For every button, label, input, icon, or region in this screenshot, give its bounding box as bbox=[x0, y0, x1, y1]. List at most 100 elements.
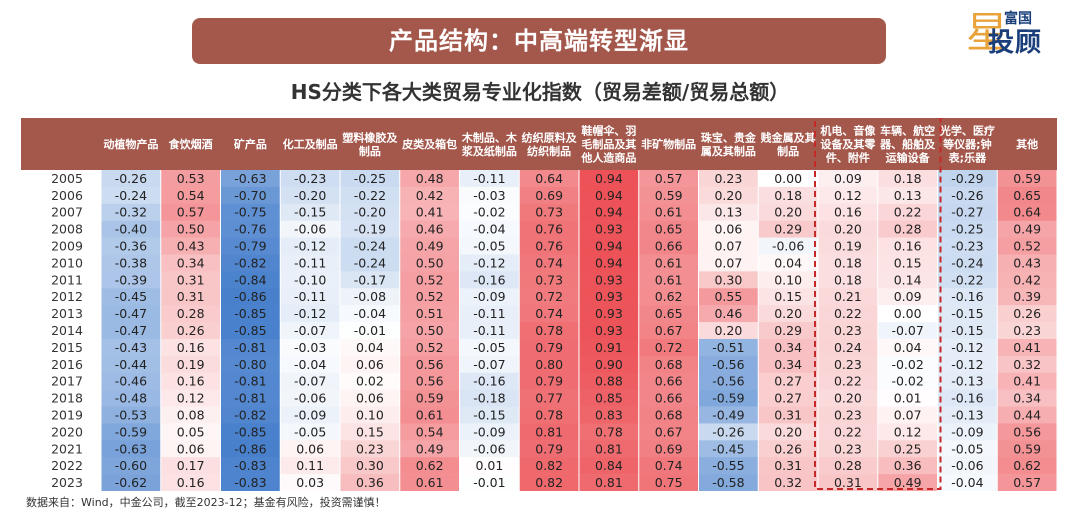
cell-value: 0.50 bbox=[416, 255, 444, 270]
cell-value: -0.16 bbox=[951, 391, 983, 406]
cell-value: 0.75 bbox=[655, 475, 683, 490]
cell-value: 0.81 bbox=[595, 441, 623, 456]
cell-value: 0.65 bbox=[655, 306, 683, 321]
cell-fill bbox=[460, 372, 519, 390]
cell-fill bbox=[997, 305, 1057, 323]
year-label: 2007 bbox=[51, 205, 83, 220]
column-header: 车辆、航空器、船舶及运输设备 bbox=[879, 124, 936, 165]
cell-value: -0.04 bbox=[294, 357, 326, 372]
cell-value: 0.41 bbox=[1013, 340, 1041, 355]
cell-value: 0.67 bbox=[655, 424, 683, 439]
cell-fill bbox=[878, 406, 937, 424]
cell-value: 0.23 bbox=[714, 171, 742, 186]
cell-value: -0.45 bbox=[712, 441, 744, 456]
cell-fill bbox=[400, 203, 459, 221]
year-label: 2018 bbox=[51, 391, 83, 406]
cell-fill bbox=[639, 203, 698, 221]
cell-value: 0.61 bbox=[655, 272, 683, 287]
cell-fill bbox=[519, 220, 579, 238]
year-label: 2015 bbox=[51, 340, 83, 355]
cell-fill bbox=[221, 254, 280, 272]
cell-fill bbox=[101, 170, 161, 188]
cell-fill bbox=[460, 338, 519, 357]
cell-value: 0.22 bbox=[894, 205, 922, 220]
cell-value: -0.55 bbox=[712, 458, 744, 473]
cell-value: 0.76 bbox=[535, 222, 563, 237]
cell-value: -0.22 bbox=[354, 188, 386, 203]
cell-fill bbox=[758, 220, 818, 238]
cell-value: -0.25 bbox=[951, 222, 983, 237]
cell-value: -0.83 bbox=[234, 475, 266, 490]
cell-fill bbox=[699, 322, 758, 340]
cell-fill bbox=[997, 288, 1057, 306]
cell-value: -0.05 bbox=[951, 441, 983, 456]
highlight-box bbox=[814, 118, 942, 490]
cell-value: 0.57 bbox=[177, 205, 205, 220]
cell-value: -0.06 bbox=[772, 239, 804, 254]
cell-fill bbox=[818, 406, 878, 424]
cell-fill bbox=[878, 423, 937, 441]
cell-fill bbox=[758, 254, 818, 272]
cell-fill bbox=[161, 254, 220, 272]
cell-value: 0.13 bbox=[894, 188, 922, 203]
cell-value: -0.26 bbox=[115, 171, 147, 186]
cell-value: 0.48 bbox=[416, 171, 444, 186]
cell-fill bbox=[639, 406, 698, 424]
cell-value: 0.07 bbox=[894, 407, 922, 422]
cell-value: -0.75 bbox=[234, 205, 266, 220]
cell-fill bbox=[161, 322, 220, 340]
year-label: 2008 bbox=[51, 222, 83, 237]
cell-fill bbox=[938, 170, 997, 188]
cell-fill bbox=[938, 457, 997, 475]
cell-value: -0.80 bbox=[234, 357, 266, 372]
cell-fill bbox=[400, 186, 459, 205]
cell-value: 0.68 bbox=[655, 357, 683, 372]
cell-fill bbox=[101, 220, 161, 238]
cell-value: 0.83 bbox=[595, 407, 623, 422]
cell-fill bbox=[938, 203, 997, 221]
cell-value: 0.94 bbox=[595, 205, 623, 220]
column-header: 皮类及箱包 bbox=[401, 137, 457, 151]
cell-fill bbox=[280, 271, 340, 289]
year-label: 2017 bbox=[51, 374, 83, 389]
cell-value: 0.22 bbox=[834, 424, 862, 439]
cell-fill bbox=[579, 457, 639, 475]
cell-value: -0.08 bbox=[354, 289, 386, 304]
cell-fill bbox=[280, 406, 340, 424]
cell-value: 0.13 bbox=[714, 205, 742, 220]
cell-value: 0.12 bbox=[894, 424, 922, 439]
cell-value: -0.59 bbox=[712, 391, 744, 406]
cell-value: -0.24 bbox=[354, 255, 386, 270]
cell-fill bbox=[639, 389, 698, 407]
cell-value: -0.45 bbox=[115, 289, 147, 304]
cell-value: 0.29 bbox=[774, 323, 802, 338]
cell-fill bbox=[579, 355, 639, 374]
cell-fill bbox=[639, 457, 698, 475]
cell-value: 0.79 bbox=[535, 441, 563, 456]
cell-value: -0.47 bbox=[115, 323, 147, 338]
cell-fill bbox=[699, 474, 758, 491]
cell-value: 0.20 bbox=[774, 424, 802, 439]
cell-fill bbox=[221, 271, 280, 289]
cell-fill bbox=[460, 254, 519, 272]
cell-value: -0.29 bbox=[951, 171, 983, 186]
cell-value: 0.76 bbox=[535, 239, 563, 254]
cell-value: -0.15 bbox=[951, 306, 983, 321]
column-header: 化工及制品 bbox=[283, 137, 338, 151]
cell-fill bbox=[161, 220, 220, 238]
cell-fill bbox=[818, 288, 878, 306]
header-row bbox=[21, 118, 1057, 170]
cell-value: 0.05 bbox=[177, 424, 205, 439]
cell-value: -0.44 bbox=[115, 357, 147, 372]
cell-value: 0.61 bbox=[655, 205, 683, 220]
cell-fill bbox=[221, 220, 280, 238]
cell-fill bbox=[758, 288, 818, 306]
cell-fill bbox=[221, 288, 280, 306]
cell-fill bbox=[101, 474, 161, 491]
cell-value: -0.70 bbox=[234, 188, 266, 203]
cell-fill bbox=[340, 220, 400, 238]
cell-value: -0.09 bbox=[473, 424, 505, 439]
cell-value: -0.63 bbox=[234, 171, 266, 186]
cell-value: -0.23 bbox=[951, 239, 983, 254]
cell-value: 0.34 bbox=[177, 255, 205, 270]
